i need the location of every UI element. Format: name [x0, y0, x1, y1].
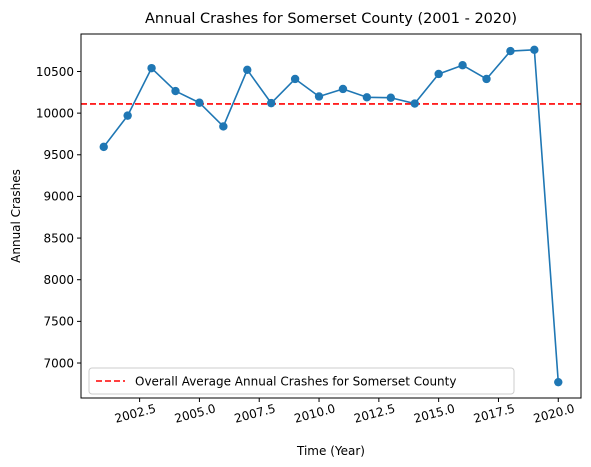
data-point: [410, 99, 419, 108]
data-point: [458, 61, 467, 70]
data-point: [506, 46, 515, 56]
data-point: [554, 377, 563, 387]
y-axis: 7000 7500 8000 8500 9000 9500 10000 10500: [36, 65, 81, 370]
x-tick-label: 2002.5: [113, 401, 157, 425]
y-tick-label: 8500: [43, 231, 74, 245]
data-point: [266, 98, 276, 108]
y-tick-label: 7000: [43, 356, 74, 370]
x-tick-label: 2010.0: [293, 401, 337, 425]
y-tick-label: 9500: [43, 148, 74, 162]
data-point: [195, 98, 204, 107]
y-tick-label: 10500: [36, 65, 74, 79]
x-axis-title: Time (Year): [296, 444, 365, 458]
plot-content: [81, 45, 581, 387]
y-axis-title: Annual Crashes: [9, 169, 23, 263]
data-point: [338, 84, 348, 94]
legend-label-average: Overall Average Annual Crashes for Somer…: [135, 375, 456, 389]
data-point: [219, 122, 228, 131]
x-tick-label: 2015.0: [412, 401, 456, 425]
data-point: [123, 111, 132, 120]
plot-frame: [80, 33, 582, 399]
data-point: [434, 69, 443, 79]
data-point: [147, 63, 156, 73]
x-tick-label: 2020.0: [532, 401, 576, 425]
data-point: [362, 93, 372, 102]
x-axis: 2002.5 2005.0 2007.5 2010.0 2012.5 2015.0 2017…: [113, 398, 576, 426]
legend: Overall Average Annual Crashes for Somer…: [88, 367, 515, 395]
y-tick-label: 10000: [36, 106, 74, 120]
chart-title: Annual Crashes for Somerset County (2001…: [145, 11, 517, 27]
y-tick-label: 9000: [43, 190, 74, 204]
x-tick-label: 2012.5: [352, 401, 396, 425]
data-point: [290, 74, 300, 84]
x-tick-label: 2007.5: [233, 401, 277, 425]
y-tick-label: 7500: [43, 315, 74, 329]
data-point: [314, 92, 324, 101]
data-point: [386, 93, 396, 102]
data-point: [99, 142, 108, 152]
data-point: [482, 74, 491, 84]
data-point: [243, 65, 252, 75]
data-point: [171, 86, 180, 96]
x-tick-label: 2005.0: [173, 401, 217, 425]
x-tick-label: 2017.5: [472, 401, 516, 425]
series-line: [103, 49, 560, 383]
legend-box: [88, 367, 515, 395]
data-point: [530, 45, 539, 55]
y-tick-label: 8000: [43, 273, 74, 287]
